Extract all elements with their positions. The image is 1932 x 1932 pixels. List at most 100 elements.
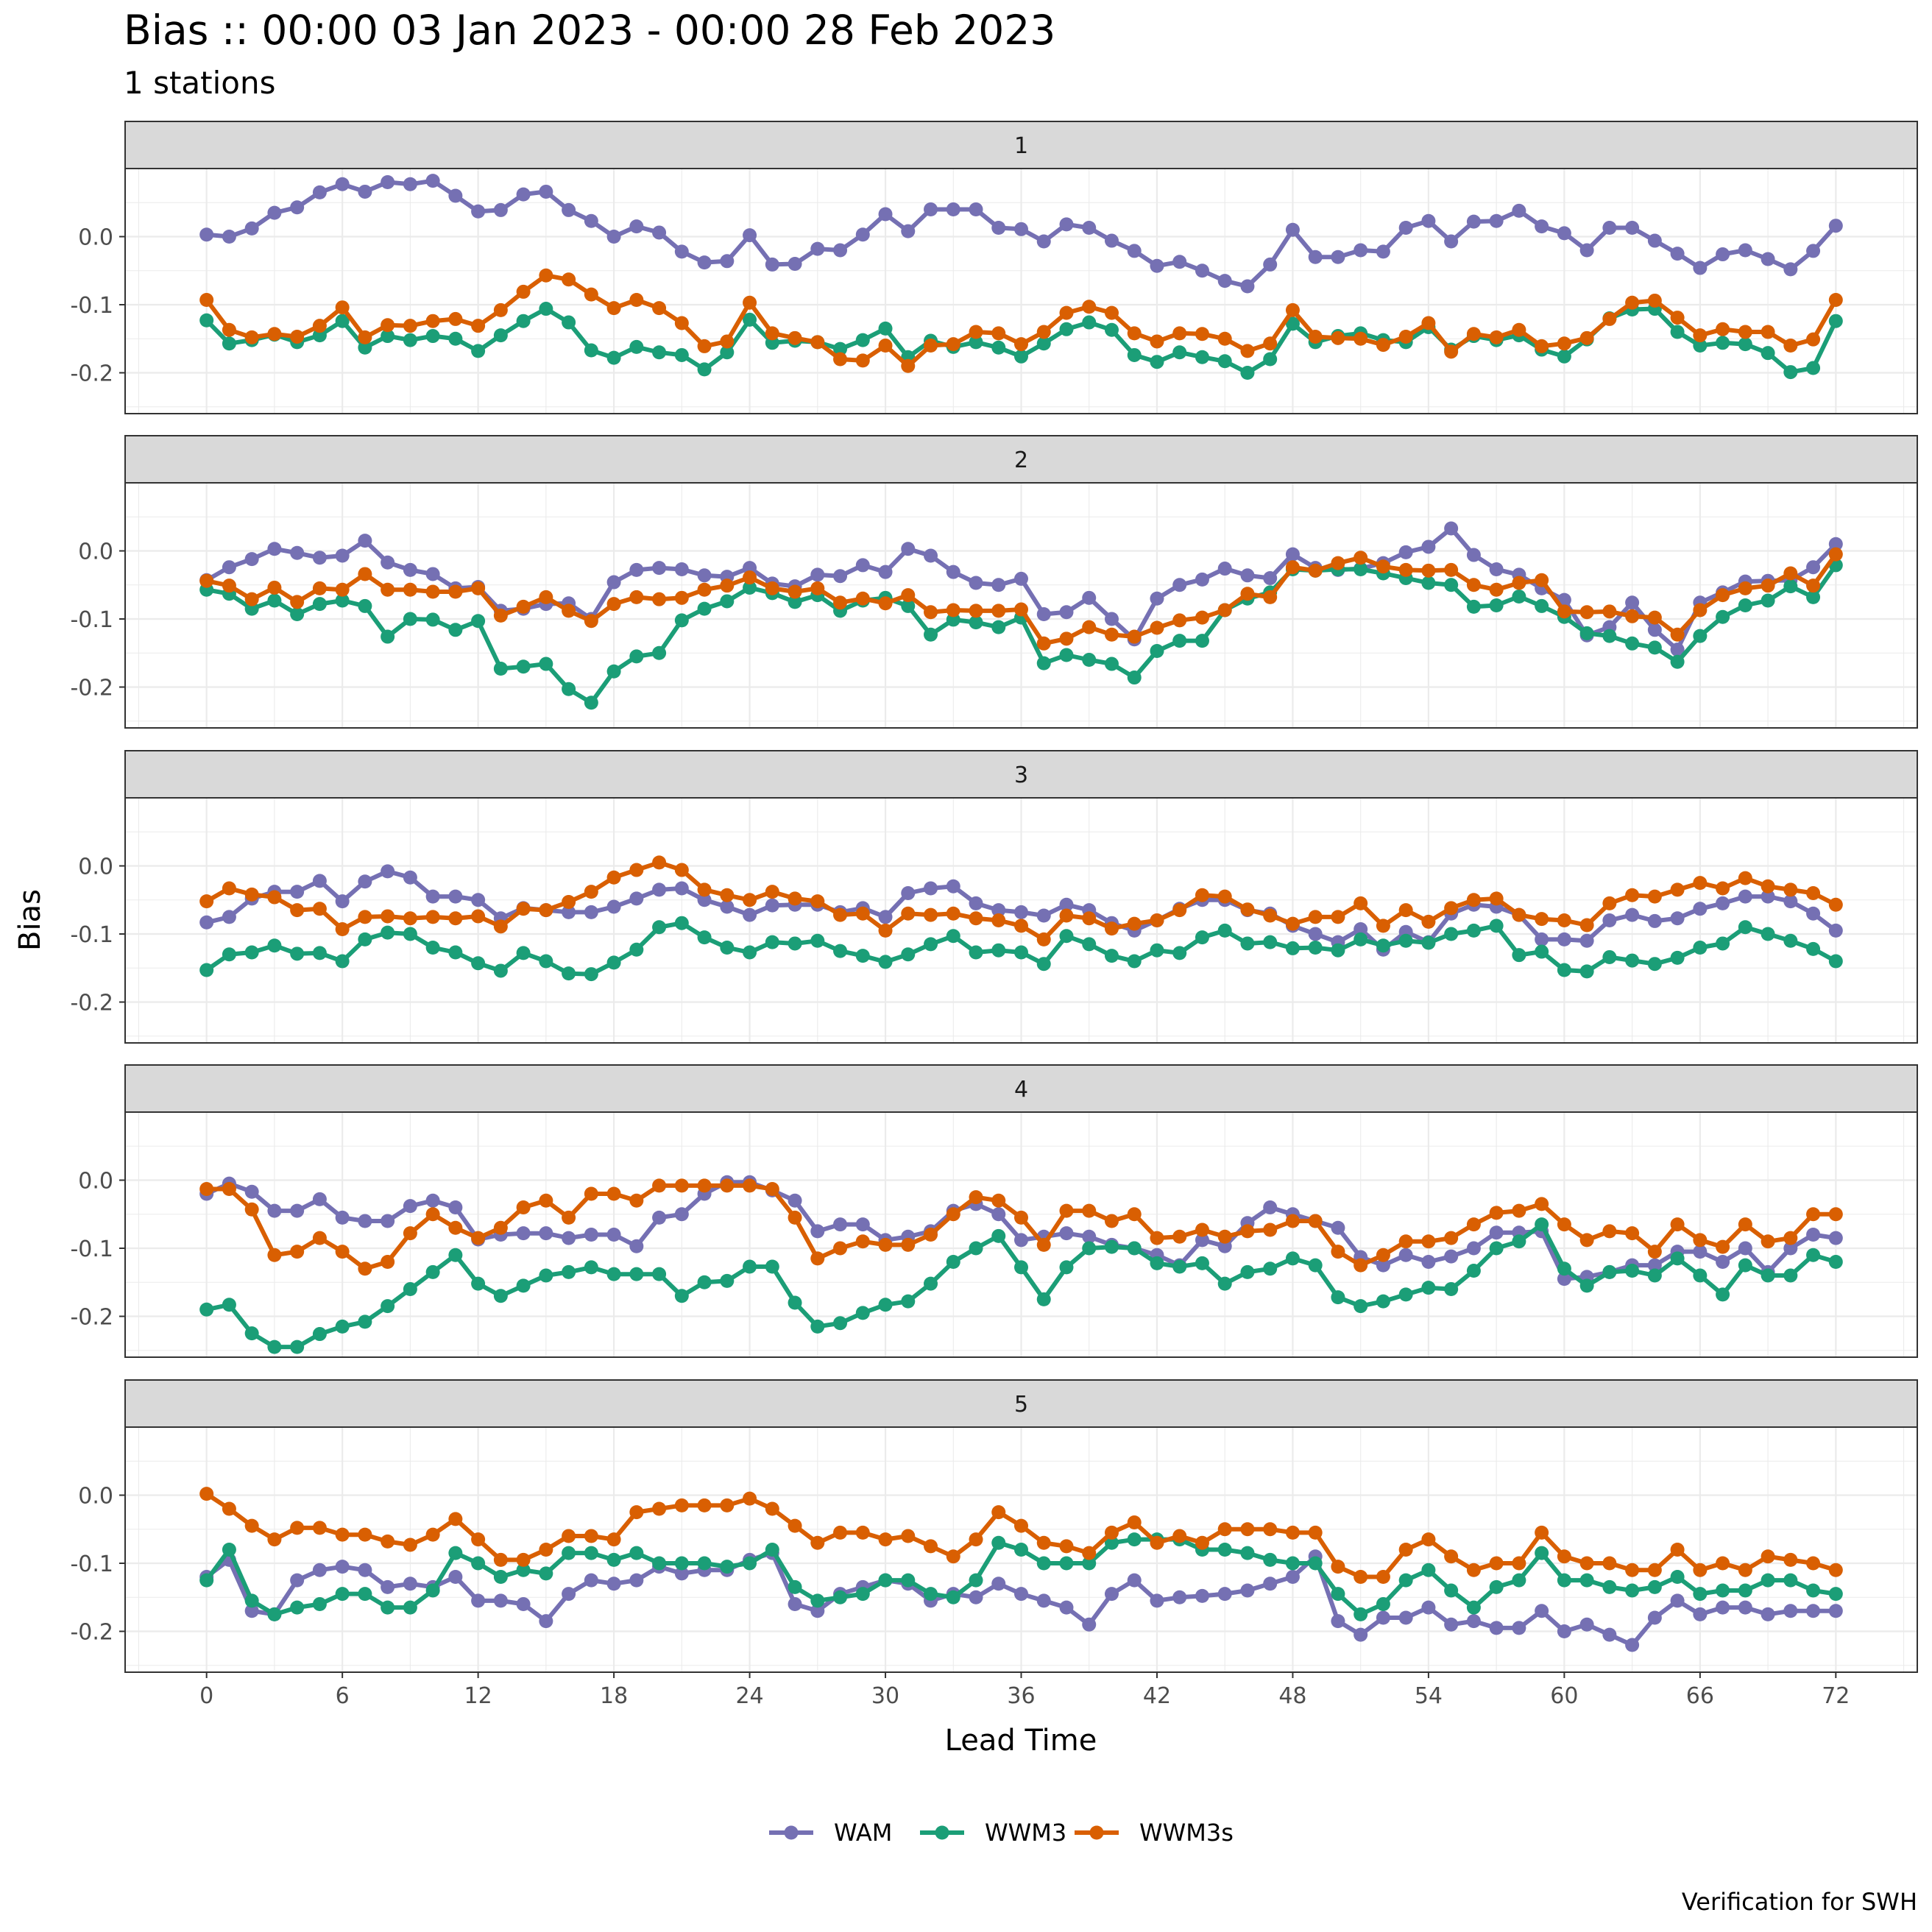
data-point (358, 340, 372, 355)
data-point (471, 581, 486, 595)
data-point (290, 1245, 305, 1259)
data-point (1647, 293, 1662, 308)
data-point (674, 1289, 689, 1303)
data-point (697, 601, 712, 616)
data-point (878, 565, 893, 579)
data-point (1535, 1525, 1549, 1540)
data-point (1535, 1604, 1549, 1618)
data-point (1647, 913, 1662, 928)
data-point (1014, 1587, 1028, 1602)
data-point (1783, 1241, 1798, 1256)
y-tick-label: 0.0 (78, 1169, 113, 1195)
data-point (493, 302, 508, 317)
data-point (562, 202, 576, 217)
data-point (1421, 1600, 1436, 1615)
data-point (1444, 1249, 1459, 1264)
data-point (855, 333, 870, 347)
data-point (969, 615, 983, 630)
data-point (855, 227, 870, 242)
data-point (720, 941, 735, 955)
data-point (1602, 1579, 1617, 1594)
data-point (1828, 219, 1843, 233)
data-point (448, 331, 463, 346)
data-point (1036, 957, 1051, 972)
data-point (788, 584, 802, 599)
data-point (403, 1600, 417, 1615)
data-point (1444, 562, 1459, 577)
data-point (606, 1552, 621, 1567)
data-point (1036, 1556, 1051, 1571)
data-point (1579, 1233, 1594, 1248)
data-point (290, 946, 305, 961)
data-point (1806, 1604, 1821, 1618)
data-point (290, 545, 305, 560)
data-point (833, 1525, 848, 1540)
legend: WAM WWM3 WWM3s (769, 1819, 1234, 1847)
data-point (1489, 598, 1504, 612)
data-point (1535, 598, 1549, 613)
x-tick-label: 0 (199, 1683, 213, 1709)
data-point (584, 885, 598, 899)
data-point (1693, 261, 1708, 275)
data-point (1195, 610, 1209, 625)
data-point (1308, 1525, 1323, 1540)
data-point (810, 335, 825, 350)
series-wwm3s (199, 1178, 1843, 1276)
data-point (1059, 1203, 1074, 1218)
data-point (1693, 629, 1708, 643)
data-point (788, 936, 802, 951)
data-point (1535, 1197, 1549, 1211)
data-point (1104, 657, 1119, 671)
data-point (855, 1217, 870, 1232)
data-point (1761, 1573, 1775, 1588)
data-point (1082, 1241, 1097, 1256)
data-point (1014, 337, 1028, 352)
data-point (1625, 1563, 1640, 1577)
data-point (1512, 589, 1526, 604)
data-point (358, 1262, 372, 1276)
data-point (1082, 1546, 1097, 1560)
data-point (1625, 953, 1640, 968)
legend-item-wwm3: WWM3 (920, 1819, 1066, 1847)
data-point (381, 555, 395, 570)
data-point (652, 855, 667, 870)
data-point (358, 932, 372, 946)
data-point (562, 682, 576, 696)
data-point (1263, 352, 1278, 367)
x-tick-label: 36 (1007, 1683, 1035, 1709)
data-point (1082, 937, 1097, 952)
data-point (1127, 629, 1142, 644)
data-point (674, 1566, 689, 1581)
data-point (1217, 1276, 1232, 1291)
data-point (403, 1538, 417, 1552)
data-point (1602, 220, 1617, 235)
data-point (652, 1210, 667, 1225)
data-point (1082, 620, 1097, 634)
y-tick-label: -0.1 (70, 293, 113, 319)
data-point (1263, 1522, 1278, 1537)
data-point (539, 302, 553, 316)
legend-key-point (1089, 1825, 1104, 1840)
data-point (1082, 1229, 1097, 1244)
data-point (1195, 1535, 1209, 1550)
data-point (335, 894, 350, 909)
data-point (312, 597, 327, 612)
data-point (1806, 361, 1821, 375)
data-point (1059, 605, 1074, 620)
data-point (312, 1192, 327, 1206)
data-point (425, 584, 440, 599)
data-point (1647, 640, 1662, 655)
data-point (471, 1556, 486, 1571)
series-wwm3s (199, 547, 1843, 651)
data-point (1444, 1282, 1459, 1296)
x-tick-label: 6 (336, 1683, 350, 1709)
data-point (1512, 1573, 1526, 1588)
data-point (1059, 897, 1074, 912)
data-point (1761, 578, 1775, 593)
data-point (1489, 1579, 1504, 1594)
data-point (1104, 949, 1119, 963)
data-point (1104, 1214, 1119, 1228)
data-point (425, 567, 440, 581)
y-tick-label: 0.0 (78, 1484, 113, 1510)
data-point (1014, 222, 1028, 236)
